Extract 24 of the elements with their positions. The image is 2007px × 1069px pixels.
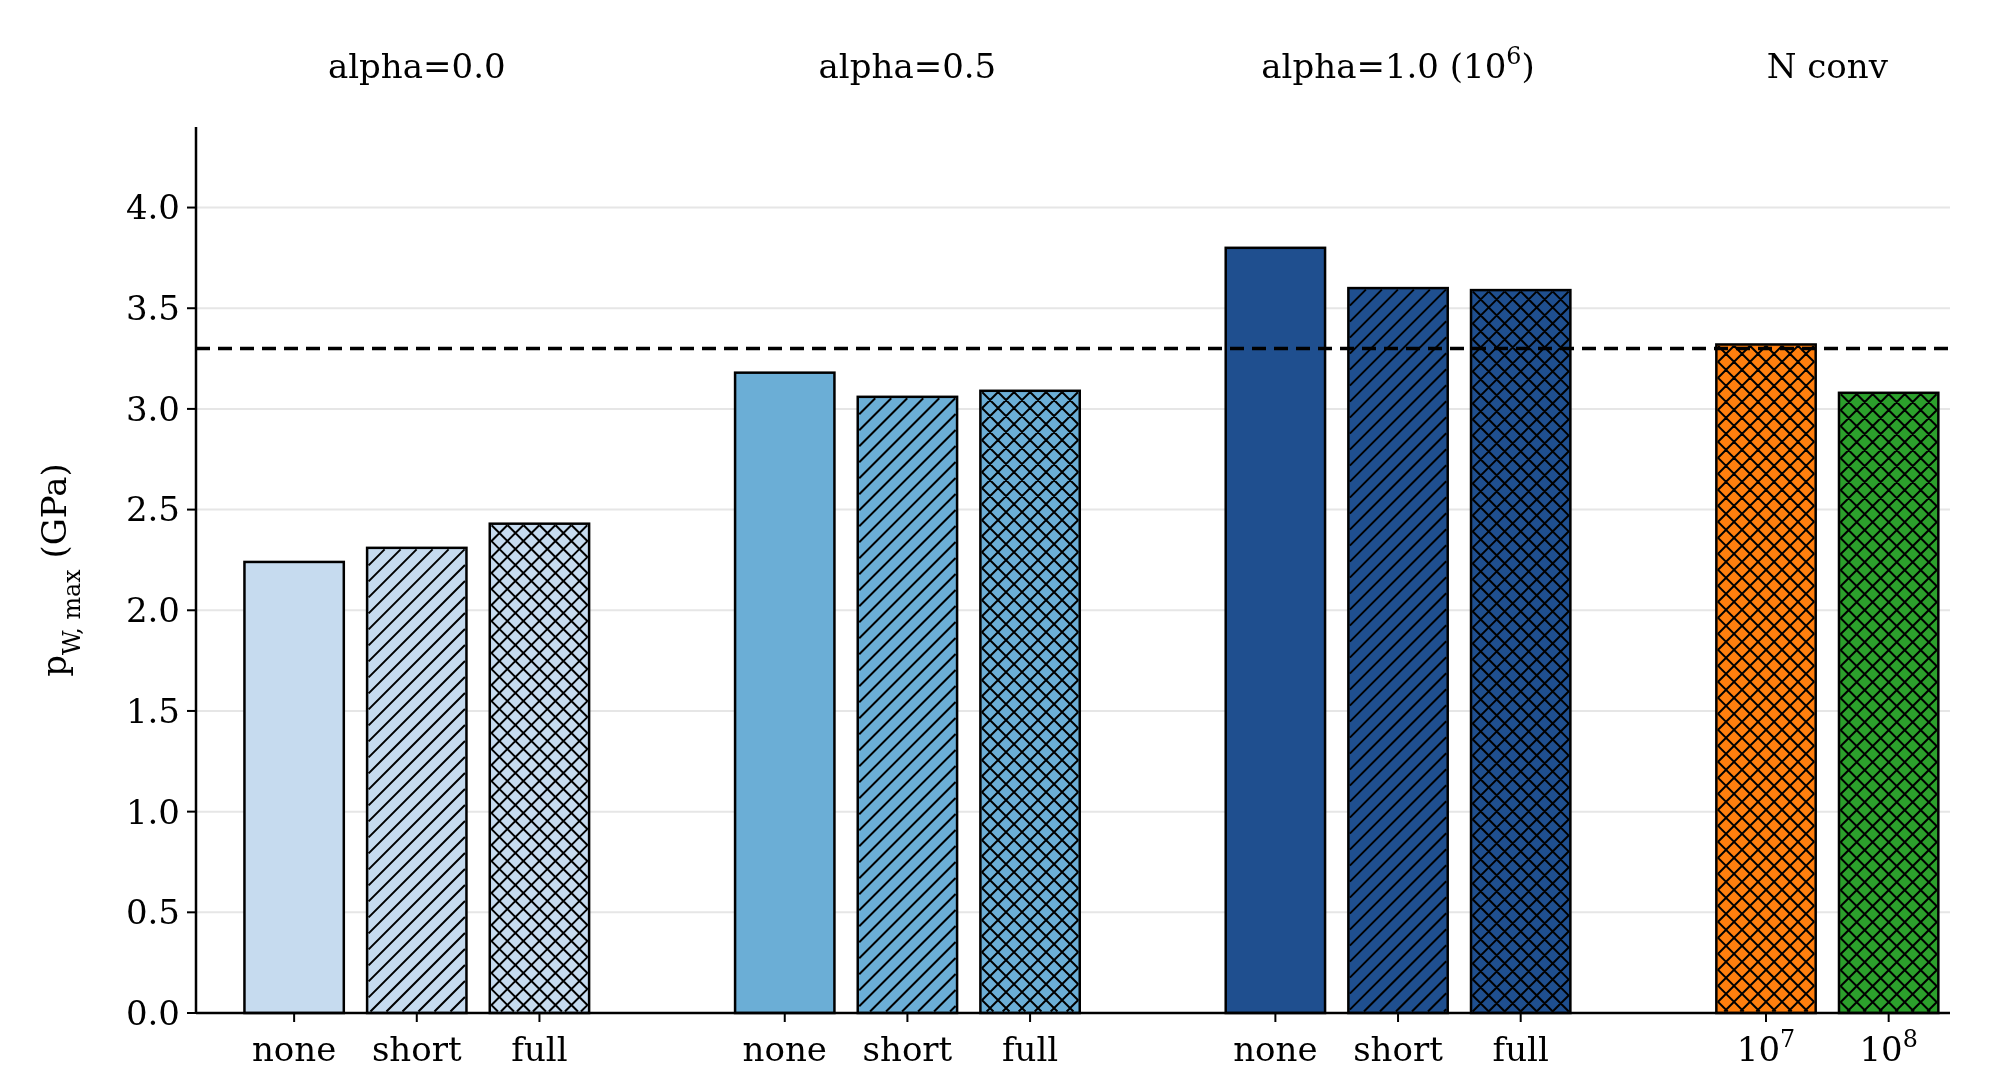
y-tick-label: 2.0: [125, 590, 180, 631]
x-tick-label: 10$^{7}$: [1736, 1025, 1796, 1069]
y-tick-label: 1.0: [125, 791, 180, 832]
x-tick-label: short: [862, 1029, 953, 1069]
y-tick-label: 2.5: [125, 489, 180, 530]
x-tick-label: short: [371, 1029, 462, 1069]
x-tick-label: none: [742, 1029, 827, 1069]
y-tick-label: 3.5: [125, 288, 180, 329]
y-tick-label: 3.0: [125, 388, 180, 429]
x-tick-label: 10$^{8}$: [1859, 1025, 1918, 1069]
text: alpha=0.0: [327, 46, 506, 86]
x-tick-label: full: [1492, 1029, 1549, 1069]
y-tick-label: 4.0: [125, 187, 180, 228]
x-tick-label: full: [511, 1029, 568, 1069]
x-tick-label: short: [1353, 1029, 1444, 1069]
x-tick-label: none: [1233, 1029, 1318, 1069]
text: alpha=0.5: [818, 46, 997, 86]
x-tick-label: full: [1001, 1029, 1059, 1069]
x-tick-label: none: [251, 1029, 337, 1069]
y-tick-label: 0.5: [125, 892, 180, 933]
text: N conv: [1766, 46, 1889, 86]
text: alpha=1.0 (10$^{6}$): [1261, 42, 1535, 86]
y-tick-label: 1.5: [125, 690, 180, 731]
y-tick-label: 0.0: [125, 992, 180, 1033]
